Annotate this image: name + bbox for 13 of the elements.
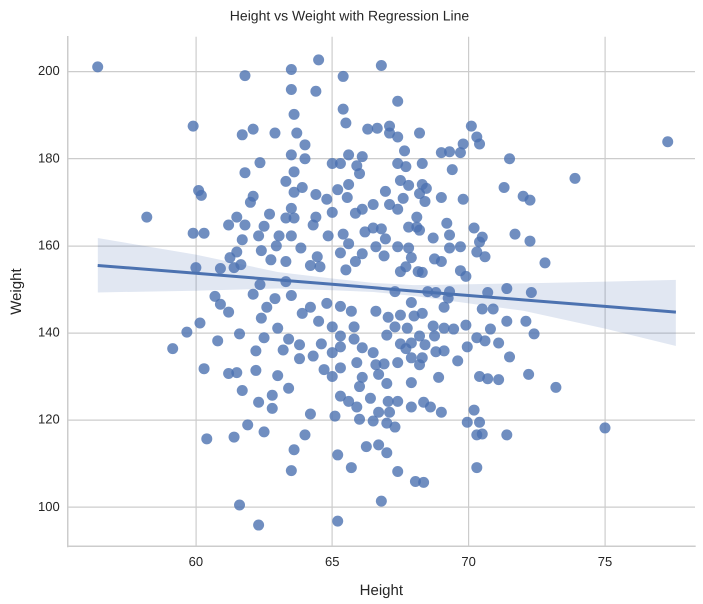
y-tick-label: 120 <box>38 412 60 427</box>
y-tick-label: 180 <box>38 150 60 166</box>
x-tick-label: 65 <box>325 554 340 569</box>
x-axis-title: Height <box>360 582 404 600</box>
y-tick-label: 200 <box>38 63 60 78</box>
x-tick-label: 70 <box>461 554 476 569</box>
y-axis-title: Weight <box>8 268 26 315</box>
x-tick-label: 75 <box>598 554 612 569</box>
y-tick-label: 100 <box>38 498 60 514</box>
y-tick-label: 160 <box>38 237 60 252</box>
chart-title: Height vs Weight with Regression Line <box>230 7 470 24</box>
y-tick-label: 140 <box>38 324 60 340</box>
x-tick-label: 60 <box>188 554 204 569</box>
